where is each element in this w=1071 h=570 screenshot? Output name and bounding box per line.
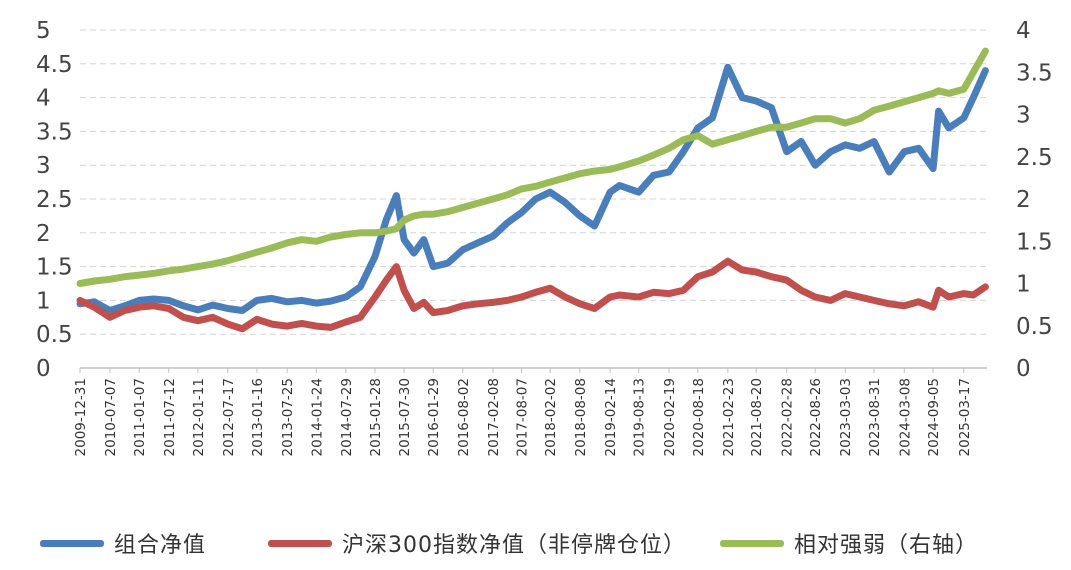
legend-item-relative-strength: 相对强弱（右轴） bbox=[720, 527, 978, 559]
y-right-tick-label: 3.5 bbox=[1016, 60, 1053, 86]
plot-area bbox=[76, 47, 989, 333]
y-left-tick-label: 4 bbox=[36, 86, 51, 112]
y-right-tick-label: 2.5 bbox=[1016, 145, 1053, 171]
y-right-tick-label: 1.5 bbox=[1016, 229, 1053, 255]
legend-label-csi300: 沪深300指数净值（非停牌仓位） bbox=[342, 533, 686, 558]
y-left-tick-label: 4.5 bbox=[36, 52, 73, 78]
legend-label-relative-strength: 相对强弱（右轴） bbox=[794, 533, 979, 558]
x-tick-label: 2022-08-26 bbox=[808, 378, 824, 456]
legend-item-portfolio: 组合净值 bbox=[40, 527, 206, 559]
y-right-tick-label: 0.5 bbox=[1016, 314, 1053, 340]
x-tick-label: 2019-08-13 bbox=[632, 378, 648, 456]
series-line-0 bbox=[76, 63, 989, 314]
y-left-tick-label: 3 bbox=[36, 153, 51, 179]
chart: 00.511.522.533.544.55 00.511.522.533.54 … bbox=[36, 18, 1053, 456]
y-right-tick-label: 1 bbox=[1016, 272, 1031, 298]
x-tick-label: 2016-08-02 bbox=[456, 378, 472, 456]
x-tick-label: 2019-02-14 bbox=[603, 378, 619, 456]
legend: 组合净值 沪深300指数净值（非停牌仓位） 相对强弱（右轴） bbox=[0, 518, 1071, 568]
y-right-tick-label: 2 bbox=[1016, 187, 1031, 213]
x-tick-label: 2016-01-29 bbox=[426, 378, 442, 456]
x-tick-label: 2017-08-07 bbox=[515, 378, 531, 456]
x-tick-label: 2024-09-05 bbox=[926, 378, 942, 456]
x-tick-label: 2021-02-23 bbox=[721, 378, 737, 456]
y-left-tick-label: 2.5 bbox=[36, 187, 73, 213]
y-left-tick-label: 0.5 bbox=[36, 322, 73, 348]
x-tick-label: 2009-12-31 bbox=[73, 378, 89, 456]
x-tick-label: 2017-02-08 bbox=[486, 378, 502, 456]
series-line-1 bbox=[76, 257, 989, 333]
legend-item-csi300: 沪深300指数净值（非停牌仓位） bbox=[268, 527, 686, 559]
x-tick-label: 2010-07-07 bbox=[103, 378, 119, 456]
legend-swatch-relative-strength bbox=[720, 539, 784, 547]
y-left-tick-label: 2 bbox=[36, 221, 51, 247]
x-tick-label: 2015-01-28 bbox=[368, 378, 384, 456]
x-tick-label: 2020-08-18 bbox=[691, 378, 707, 456]
y-left-tick-label: 0 bbox=[36, 356, 51, 382]
x-tick-label: 2025-03-17 bbox=[957, 378, 973, 456]
x-tick-label: 2014-07-29 bbox=[339, 378, 355, 456]
x-tick-label: 2018-02-02 bbox=[543, 378, 559, 456]
x-tick-label: 2013-07-25 bbox=[280, 378, 296, 456]
y-left-tick-label: 3.5 bbox=[36, 119, 73, 145]
x-tick-label: 2011-01-07 bbox=[132, 378, 148, 456]
x-axis: 2009-12-31 2010-07-07 2011-01-07 2011-07-12… bbox=[73, 368, 973, 456]
x-tick-label: 2015-07-30 bbox=[397, 378, 413, 456]
x-tick-label: 2023-08-31 bbox=[867, 378, 883, 456]
x-tick-label: 2020-02-19 bbox=[662, 378, 678, 456]
legend-label-portfolio: 组合净值 bbox=[114, 533, 207, 558]
x-tick-label: 2023-03-03 bbox=[838, 378, 854, 456]
y-left-tick-label: 1 bbox=[36, 288, 51, 314]
x-tick-label: 2024-03-08 bbox=[897, 378, 913, 456]
x-tick-label: 2012-01-11 bbox=[191, 378, 207, 456]
x-tick-label: 2011-07-12 bbox=[162, 378, 178, 456]
y-right-tick-label: 0 bbox=[1016, 356, 1031, 382]
y-right-tick-label: 4 bbox=[1016, 18, 1031, 44]
left-axis: 0 0.5 1 1.5 2 2.5 3 3.5 4 4.5 5 bbox=[36, 18, 73, 382]
legend-swatch-portfolio bbox=[40, 539, 104, 547]
y-left-tick-label: 1.5 bbox=[36, 255, 73, 281]
series-line-2 bbox=[76, 47, 989, 287]
y-right-tick-label: 3 bbox=[1016, 103, 1031, 129]
x-tick-label: 2012-07-17 bbox=[221, 378, 237, 456]
legend-swatch-csi300 bbox=[268, 539, 332, 547]
x-tick-label: 2022-02-28 bbox=[780, 378, 796, 456]
x-tick-label: 2013-01-16 bbox=[250, 378, 266, 456]
y-left-tick-label: 5 bbox=[36, 18, 51, 44]
x-tick-label: 2018-08-08 bbox=[573, 378, 589, 456]
x-tick-label: 2014-01-24 bbox=[309, 378, 325, 456]
right-axis: 0 0.5 1 1.5 2 2.5 3 3.5 4 bbox=[1016, 18, 1053, 382]
x-tick-label: 2021-08-20 bbox=[749, 378, 765, 456]
